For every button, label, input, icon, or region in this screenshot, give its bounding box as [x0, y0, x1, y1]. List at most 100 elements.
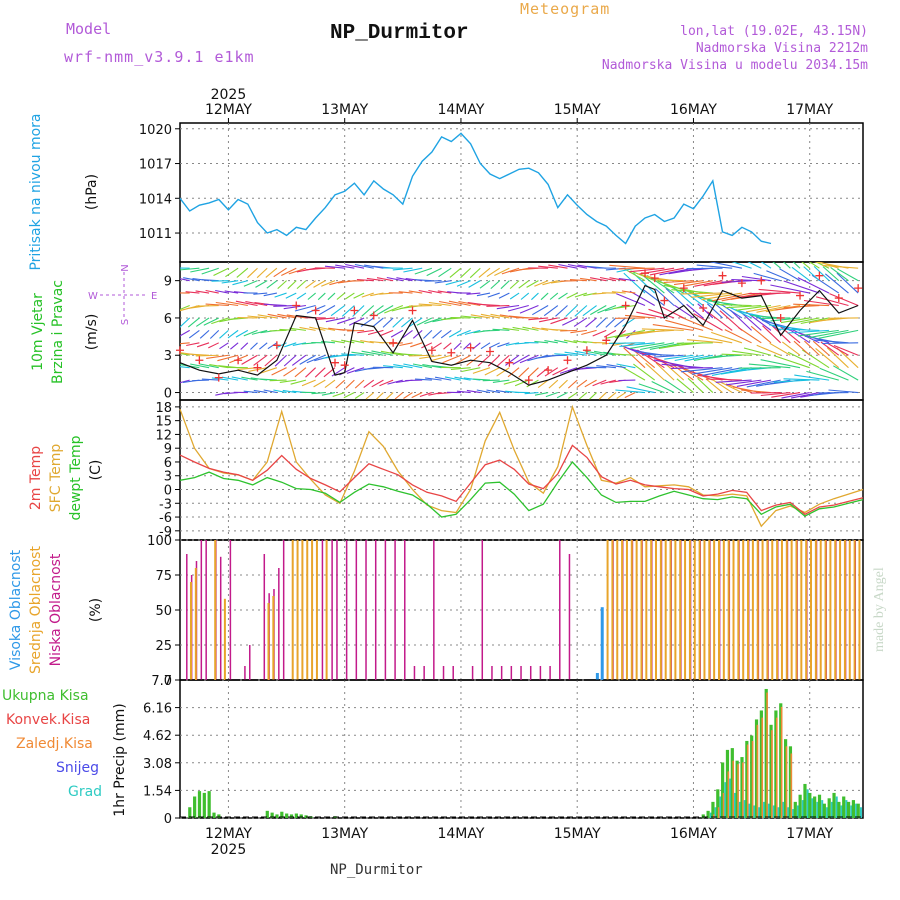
wind-arrow: [348, 317, 365, 326]
precip-legend-label: Zaledj.Kisa: [16, 736, 93, 752]
wind-arrow: [195, 317, 210, 327]
wind-arrow: [736, 379, 772, 387]
wind-arrow: [808, 329, 849, 339]
frozen-precip-bar: [751, 740, 754, 818]
wind-arrow: [399, 353, 423, 356]
cloud-bar: [282, 540, 285, 680]
y-tick-label: 1017: [139, 158, 172, 173]
wind-arrow: [711, 292, 752, 302]
wind-arrow: [781, 392, 810, 399]
total-precip-bar: [827, 798, 831, 818]
top-day-label: 17MAY: [786, 102, 833, 118]
wind-arrow: [269, 379, 287, 382]
wind-arrow: [247, 267, 258, 279]
wind-arrow: [496, 304, 520, 310]
cloud-bar: [374, 540, 377, 680]
total-precip-bar: [745, 740, 749, 818]
wind-arrow: [263, 292, 277, 297]
wind-arrow: [705, 378, 742, 381]
wind-arrow: [208, 342, 219, 349]
wind-arrow: [576, 379, 588, 389]
wind-arrow: [454, 376, 471, 381]
wind-arrow: [215, 289, 229, 294]
cloud-bar: [249, 645, 251, 680]
wind-arrow: [743, 347, 772, 356]
graupel-bar: [835, 796, 838, 818]
total-precip-bar: [197, 791, 202, 818]
wind-arrow: [770, 284, 810, 294]
frozen-precip-bar: [722, 792, 725, 818]
wind-arrow: [251, 329, 268, 335]
wind-arrow: [201, 267, 219, 275]
wind-arrow: [367, 329, 384, 336]
wind-arrow: [565, 305, 578, 317]
wind-arrow: [414, 279, 432, 282]
wind-arrow: [564, 351, 587, 356]
frozen-precip-bar: [761, 717, 764, 818]
wind-arrow: [597, 305, 617, 314]
total-precip-bar: [817, 794, 822, 818]
wind-arrow: [287, 280, 297, 290]
wind-arrow: [584, 379, 597, 388]
y-tick-label: 25: [155, 639, 172, 654]
wind-arrow: [719, 381, 743, 394]
wind-arrow: [792, 262, 801, 269]
wind-arrow: [505, 354, 520, 366]
total-precip-bar: [202, 792, 206, 818]
frozen-precip-bar: [737, 764, 739, 818]
wind-arrow: [335, 264, 355, 269]
wind-arrow: [331, 354, 355, 357]
wind-arrow: [756, 304, 791, 313]
wind-arrow: [392, 267, 413, 271]
wind-arrow: [253, 354, 268, 366]
wind-arrow: [556, 392, 568, 399]
wind-arrow: [715, 303, 733, 319]
cloud-bar: [311, 540, 314, 680]
wind-arrow: [285, 292, 297, 299]
cloud-bar: [659, 540, 662, 680]
wind-arrow: [330, 305, 346, 317]
wind-arrow: [724, 329, 752, 344]
wind-arrow: [327, 292, 336, 301]
cloud-bar: [834, 540, 837, 680]
wind-arrow: [205, 289, 219, 294]
wind-arrow: [425, 377, 442, 381]
wind-arrow: [746, 379, 781, 388]
wind-arrow: [738, 367, 781, 369]
wind-arrow: [195, 354, 219, 357]
wind-arrow: [380, 350, 403, 356]
wind-arrow: [548, 264, 568, 269]
cloud-bar: [471, 666, 474, 680]
wind-arrow: [681, 367, 723, 373]
bottom-day-label: 12MAY: [205, 826, 252, 842]
wind-arrow: [371, 350, 394, 356]
total-precip-bar: [212, 812, 216, 818]
total-precip-bar: [774, 710, 778, 818]
wind-arrow: [514, 379, 529, 387]
wind-arrow: [697, 303, 714, 319]
wind-arrow: [501, 267, 520, 275]
wind-arrow: [410, 342, 423, 348]
wind-arrow: [509, 280, 520, 290]
wind-arrow: [188, 329, 200, 339]
wind-arrow: [820, 341, 840, 356]
wind-arrow: [626, 386, 655, 394]
wind-arrow: [209, 329, 220, 339]
cloud-bar: [684, 540, 687, 680]
wind-arrow: [822, 266, 840, 282]
wind-arrow: [345, 379, 355, 389]
total-precip-bar: [813, 796, 817, 818]
wind-arrow: [243, 280, 258, 287]
cloud-bar: [848, 540, 851, 680]
y-tick-label: 1.54: [143, 784, 172, 799]
wind-arrow: [274, 354, 287, 367]
frozen-precip-bar: [742, 762, 744, 818]
wind-arrow: [827, 342, 849, 356]
y-tick-label: -6: [159, 511, 172, 526]
wind-arrow: [812, 339, 849, 344]
wind-arrow: [573, 340, 587, 344]
wind-arrow: [382, 317, 394, 328]
wind-arrow: [289, 327, 307, 331]
cloud-bar: [306, 540, 309, 680]
wind-arrow: [403, 392, 413, 399]
